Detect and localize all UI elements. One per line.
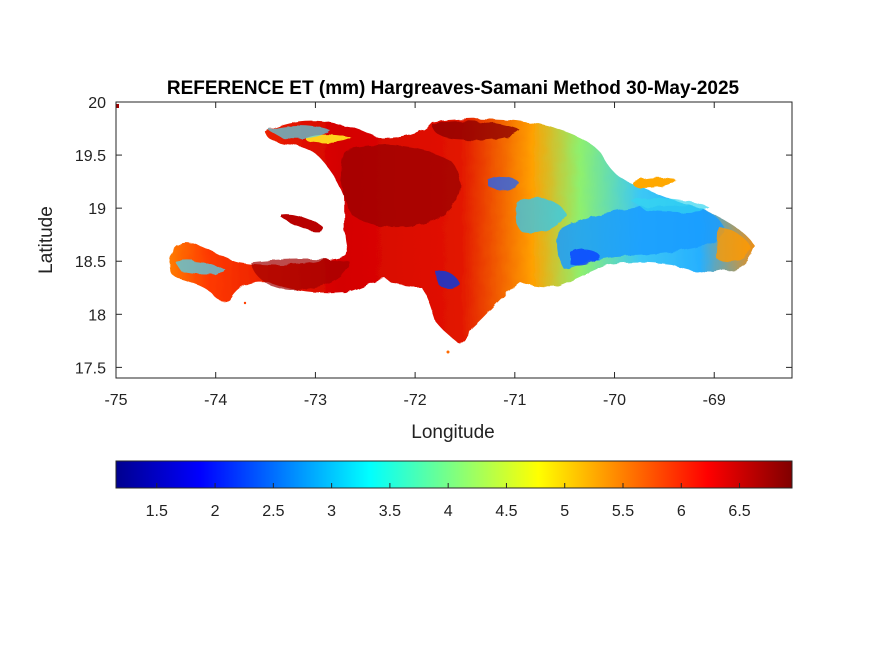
x-tick-label: -69 <box>703 392 726 409</box>
northwest-peninsula-cyan <box>268 125 330 139</box>
y-tick-label: 17.5 <box>75 360 106 377</box>
colorbar-tick-label: 3 <box>327 503 336 520</box>
southeast-blue-spot <box>570 248 600 266</box>
southern-range-blue-spot <box>436 270 460 289</box>
colorbar-tick-label: 5 <box>560 503 569 520</box>
southwest-high-zone <box>250 259 350 290</box>
y-tick-label: 18.5 <box>75 254 106 271</box>
colorbar-tick-label: 5.5 <box>612 503 634 520</box>
colorbar-ticks <box>156 483 741 488</box>
x-axis-label: Longitude <box>411 422 494 443</box>
gonave-island <box>281 213 323 232</box>
y-tick-label: 20 <box>88 95 106 112</box>
southern-peninsula-cyan <box>175 260 226 275</box>
islet-speck <box>243 301 247 305</box>
y-tick-label: 18 <box>88 307 106 324</box>
y-axis-label: Latitude <box>36 206 57 274</box>
x-tick-label: -73 <box>304 392 327 409</box>
x-tick-label: -71 <box>503 392 526 409</box>
tortuga-island <box>305 134 352 143</box>
colorbar-tick-label: 3.5 <box>379 503 401 520</box>
colorbar-tick-label: 4.5 <box>495 503 517 520</box>
samana-peninsula <box>632 177 676 188</box>
axis-tick-labels: -75 -74 -73 -72 -71 -70 -69 17.5 18 18.5 19 19.5 20 <box>75 95 726 409</box>
northwest-corner-speck <box>116 104 119 108</box>
x-tick-label: -72 <box>404 392 427 409</box>
y-tick-label: 19.5 <box>75 148 106 165</box>
dark-red-high-zone <box>341 144 461 228</box>
axis-ticks <box>115 101 792 378</box>
colorbar-tick-label: 2 <box>211 503 220 520</box>
colorbar-tick-label: 6 <box>677 503 686 520</box>
colorbar <box>115 460 793 489</box>
colorbar-tick-label: 4 <box>444 503 453 520</box>
et-map-layer <box>116 104 756 354</box>
x-tick-label: -70 <box>603 392 626 409</box>
colorbar-tick-label: 2.5 <box>262 503 284 520</box>
y-tick-label: 19 <box>88 201 106 218</box>
northeast-high-zone <box>432 121 520 141</box>
x-tick-label: -75 <box>104 392 127 409</box>
colorbar-tick-label: 1.5 <box>146 503 168 520</box>
colorbar-tick-labels: 1.5 2 2.5 3 3.5 4 4.5 5 5.5 6 6.5 <box>146 503 751 520</box>
central-highlands-low-zone <box>488 176 520 191</box>
map-title: REFERENCE ET (mm) Hargreaves-Samani Meth… <box>167 78 740 99</box>
central-highlands-cyan <box>514 197 566 234</box>
east-tip-orange <box>716 226 752 263</box>
eastern-cyan-band <box>630 198 710 212</box>
colorbar-tick-label: 6.5 <box>728 503 750 520</box>
x-tick-label: -74 <box>204 392 227 409</box>
islet-speck <box>446 350 450 354</box>
